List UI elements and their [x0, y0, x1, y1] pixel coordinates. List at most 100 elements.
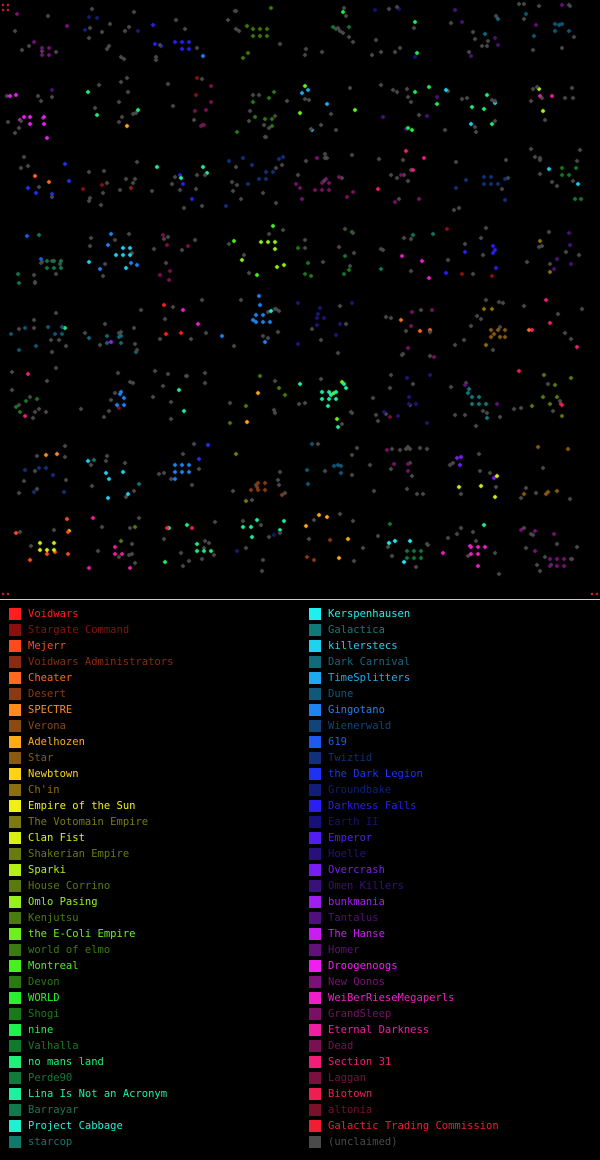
legend-item: Gingotano [300, 702, 595, 718]
legend-swatch [309, 1088, 321, 1100]
legend-swatch [9, 1056, 21, 1068]
legend-label: TimeSplitters [328, 672, 411, 684]
legend-item: The Votomain Empire [0, 814, 295, 830]
legend-item: Hoelle [300, 846, 595, 862]
legend-swatch [9, 672, 21, 684]
legend-item: The Hanse [300, 926, 595, 942]
legend-swatch [309, 1040, 321, 1052]
legend-item: the E-Coli Empire [0, 926, 295, 942]
legend-swatch [9, 752, 21, 764]
legend-label: Groundbake [328, 784, 392, 796]
legend-label: Hoelle [328, 848, 366, 860]
legend-swatch [9, 816, 21, 828]
legend-label: Clan Fist [28, 832, 85, 844]
legend-label: Ch'in [28, 784, 60, 796]
legend-swatch [9, 976, 21, 988]
legend-swatch [309, 1024, 321, 1036]
legend-swatch [309, 1120, 321, 1132]
legend-item: Overcrash [300, 862, 595, 878]
legend-item: Mejerr [0, 638, 295, 654]
legend-swatch [9, 960, 21, 972]
legend-label: Perde90 [28, 1072, 73, 1084]
legend-item: New Qonos [300, 974, 595, 990]
legend-label: Sparki [28, 864, 66, 876]
legend-swatch [9, 848, 21, 860]
legend-item: Star [0, 750, 295, 766]
legend-swatch [309, 704, 321, 716]
legend-label: Lina Is Not an Acronym [28, 1088, 168, 1100]
legend-item: Kenjutsu [0, 910, 295, 926]
legend-item: Project Cabbage [0, 1118, 295, 1134]
legend-item: 619 [300, 734, 595, 750]
legend-swatch [9, 1008, 21, 1020]
legend-item: Lina Is Not an Acronym [0, 1086, 295, 1102]
legend-label: Darkness Falls [328, 800, 417, 812]
legend-label: 619 [328, 736, 347, 748]
legend-item: Galactica [300, 622, 595, 638]
legend-swatch [309, 944, 321, 956]
legend-swatch [309, 1056, 321, 1068]
legend-swatch [9, 608, 21, 620]
legend-swatch [9, 704, 21, 716]
legend-item: Voidwars [0, 606, 295, 622]
legend-swatch [9, 1120, 21, 1132]
legend-swatch [309, 720, 321, 732]
legend-swatch [9, 624, 21, 636]
legend-swatch [309, 672, 321, 684]
legend-label: Tantalus [328, 912, 379, 924]
galaxy-map[interactable] [0, 0, 600, 600]
legend-item: Omen Killers [300, 878, 595, 894]
legend-label: Dune [328, 688, 354, 700]
legend-swatch [9, 1136, 21, 1148]
legend-item: Eternal Darkness [300, 1022, 595, 1038]
legend-item: (unclaimed) [300, 1134, 595, 1150]
legend-item: bunkmania [300, 894, 595, 910]
legend-item: altonia [300, 1102, 595, 1118]
legend-swatch [309, 800, 321, 812]
legend-label: Verona [28, 720, 66, 732]
legend-item: Adelhozen [0, 734, 295, 750]
legend-label: Gingotano [328, 704, 385, 716]
legend-swatch [309, 992, 321, 1004]
legend-label: Laggan [328, 1072, 366, 1084]
legend-label: Stargate Command [28, 624, 130, 636]
legend-item: WORLD [0, 990, 295, 1006]
legend-swatch [309, 880, 321, 892]
legend-label: Valhalla [28, 1040, 79, 1052]
legend-label: no mans land [28, 1056, 104, 1068]
legend-label: WORLD [28, 992, 60, 1004]
legend-item: Dune [300, 686, 595, 702]
legend-item: Homer [300, 942, 595, 958]
legend-label: WeiBerRieseMegaperls [328, 992, 455, 1004]
legend-item: Cheater [0, 670, 295, 686]
legend-swatch [309, 656, 321, 668]
legend-swatch [309, 832, 321, 844]
legend-label: Kerspenhausen [328, 608, 411, 620]
legend-item: Dead [300, 1038, 595, 1054]
legend-label: Earth II [328, 816, 379, 828]
legend-label: Empire of the Sun [28, 800, 136, 812]
legend-label: Kenjutsu [28, 912, 79, 924]
legend-item: Stargate Command [0, 622, 295, 638]
legend-item: Galactic Trading Commission [300, 1118, 595, 1134]
legend-swatch [309, 896, 321, 908]
legend-item: Groundbake [300, 782, 595, 798]
legend-label: Project Cabbage [28, 1120, 123, 1132]
legend-label: Montreal [28, 960, 79, 972]
legend-label: Eternal Darkness [328, 1024, 430, 1036]
legend-item: starcop [0, 1134, 295, 1150]
legend-swatch [309, 1136, 321, 1148]
legend-swatch [9, 784, 21, 796]
legend-item: world of elmo [0, 942, 295, 958]
legend-label: Barrayar [28, 1104, 79, 1116]
legend-swatch [309, 912, 321, 924]
legend-item: Omlo Pasing [0, 894, 295, 910]
legend-item: Valhalla [0, 1038, 295, 1054]
legend-label: GrandSleep [328, 1008, 392, 1020]
legend-label: starcop [28, 1136, 73, 1148]
legend-label: Section 31 [328, 1056, 392, 1068]
legend-item: Newbtown [0, 766, 295, 782]
legend-label: Galactica [328, 624, 385, 636]
legend-item: Barrayar [0, 1102, 295, 1118]
legend-item: Devon [0, 974, 295, 990]
